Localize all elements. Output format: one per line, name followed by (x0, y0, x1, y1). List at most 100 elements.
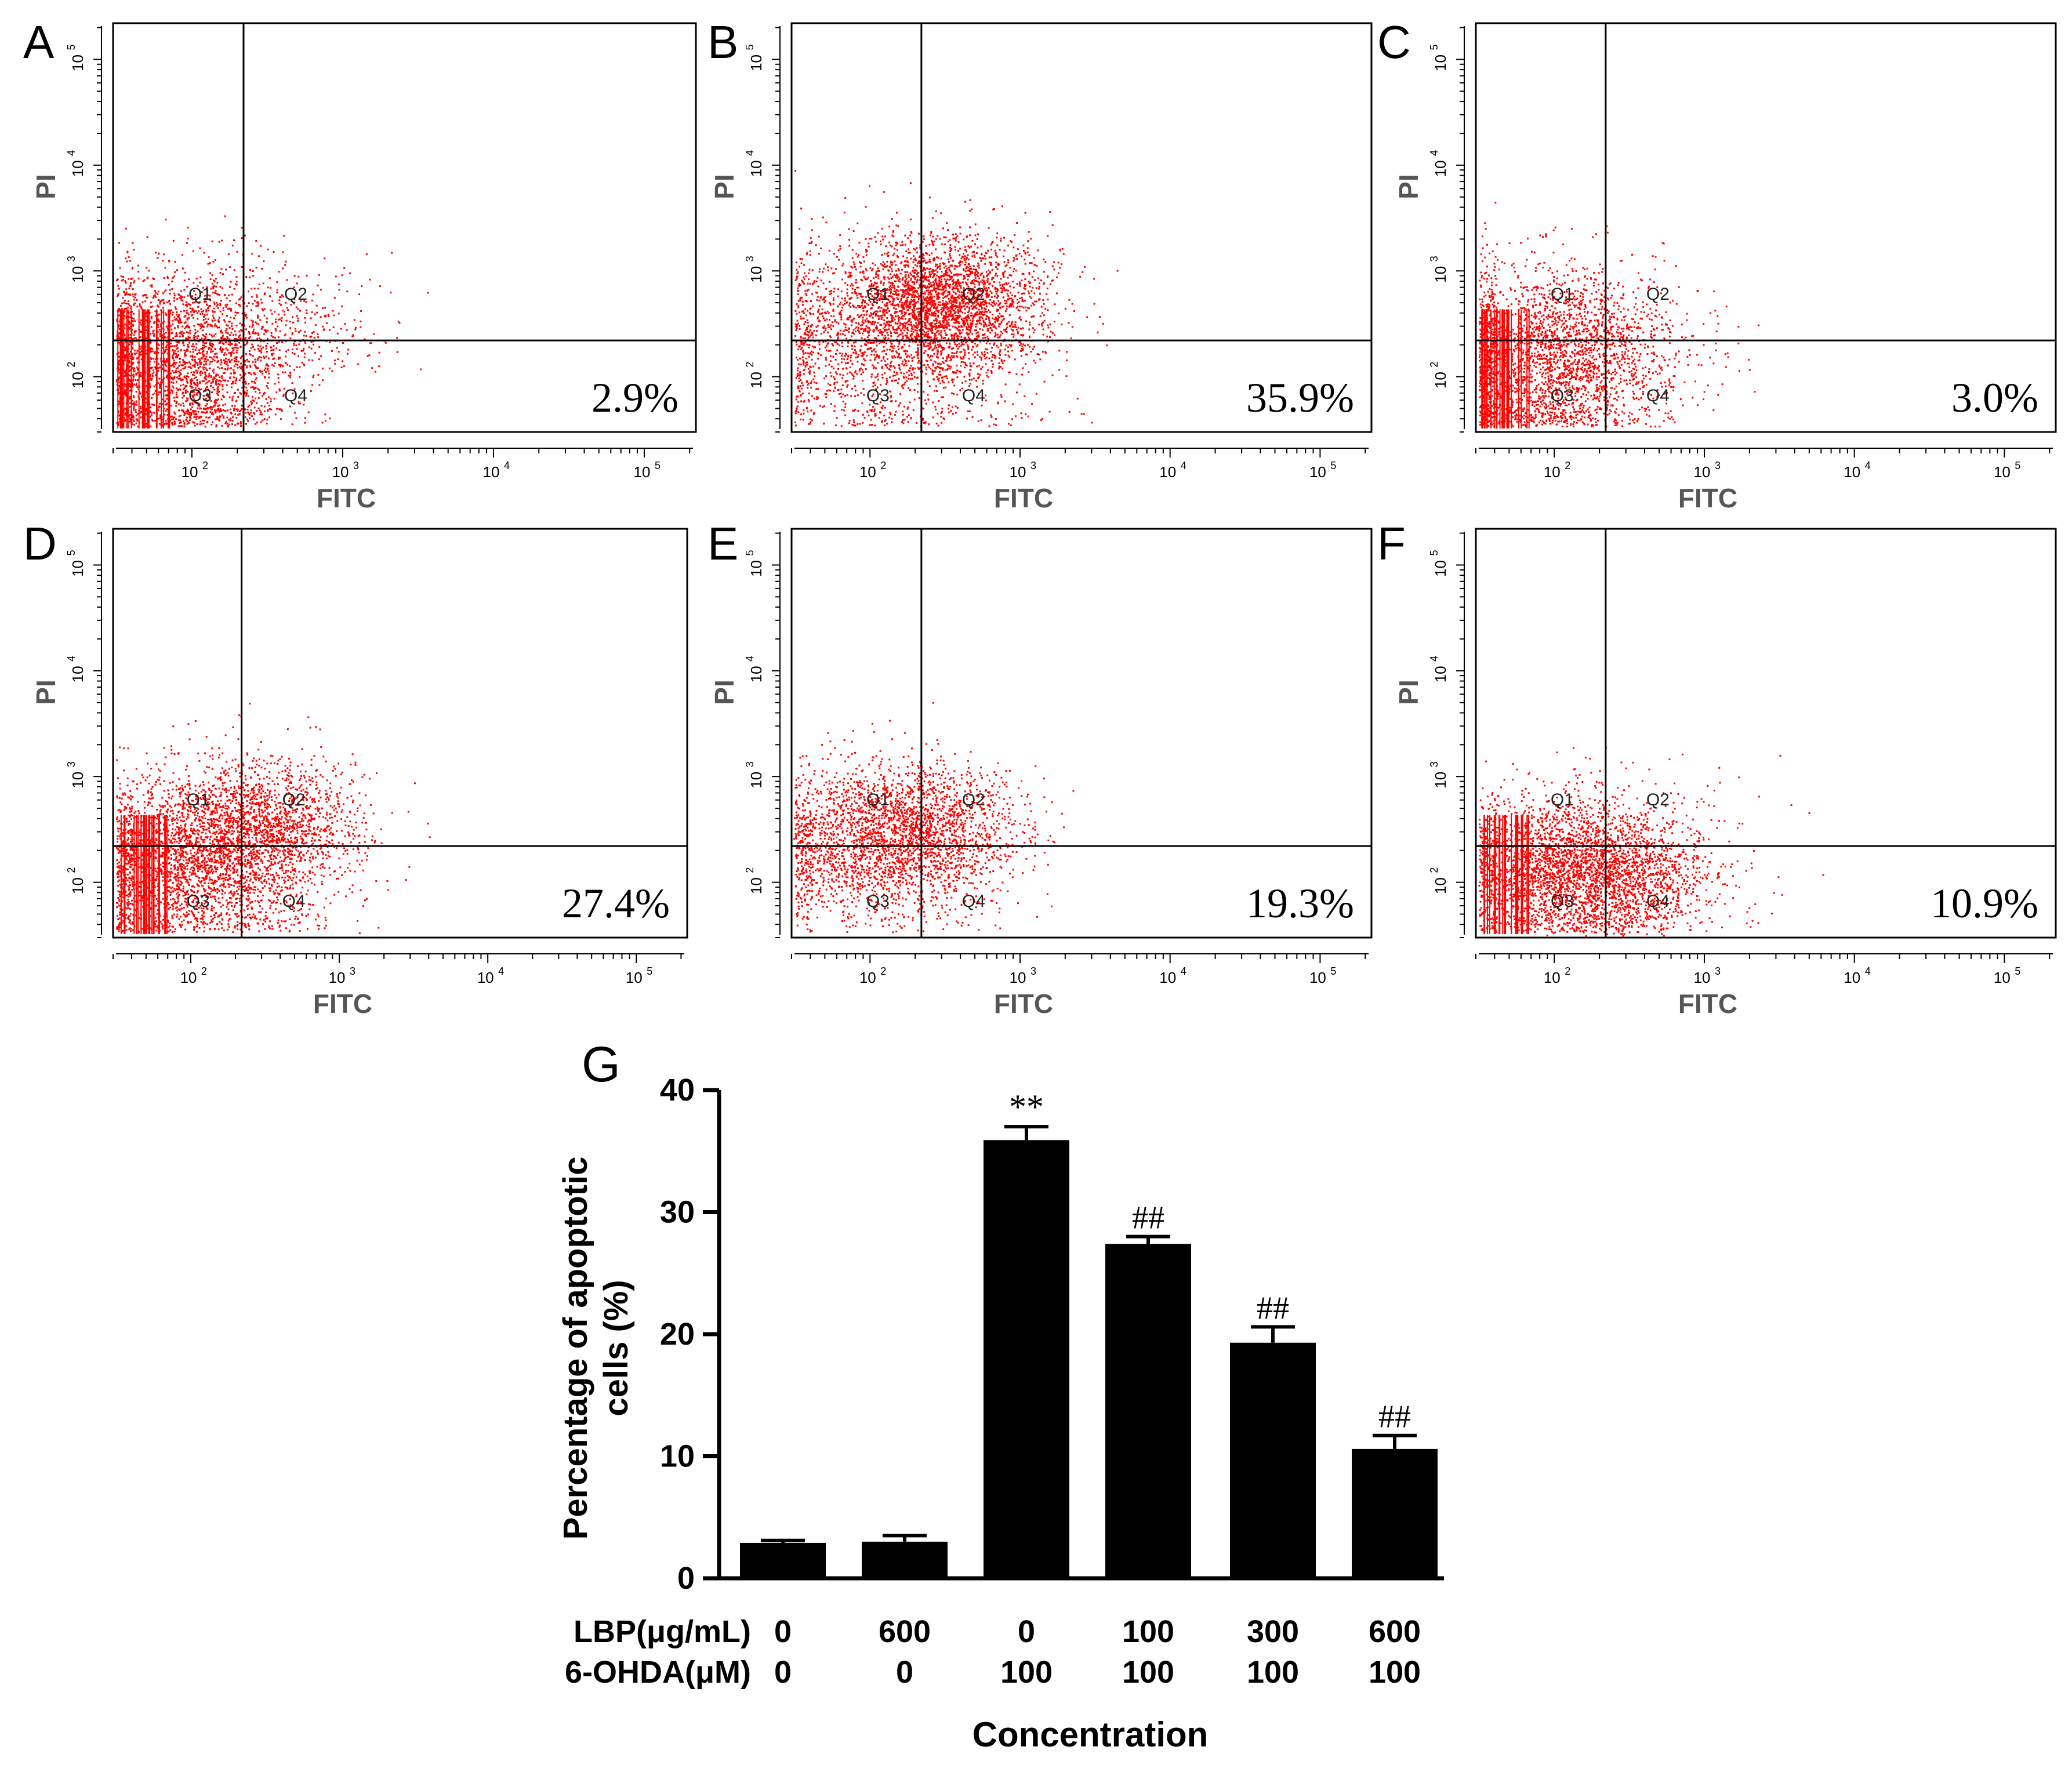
scatter-point (129, 385, 131, 387)
scatter-point (235, 351, 238, 354)
scatter-point (277, 336, 280, 338)
scatter-point (240, 374, 242, 376)
scatter-point (295, 306, 297, 308)
scatter-point (199, 276, 202, 278)
scatter-point (217, 366, 219, 368)
scatter-point (150, 326, 153, 328)
scatter-point (131, 343, 133, 345)
scatter-point (191, 295, 194, 297)
scatter-point (1006, 323, 1008, 325)
scatter-point (191, 307, 194, 310)
scatter-point (172, 385, 174, 387)
scatter-point (202, 310, 205, 312)
scatter-point (796, 319, 799, 322)
scatter-point (877, 335, 880, 337)
scatter-point (325, 314, 327, 317)
scatter-point (173, 362, 176, 364)
scatter-point (230, 354, 233, 357)
scatter-point (153, 329, 155, 332)
scatter-point (262, 346, 264, 348)
scatter-point (151, 377, 153, 380)
scatter-point (977, 420, 979, 422)
scatter-point (187, 343, 189, 346)
scatter-point (880, 384, 882, 386)
scatter-point (175, 340, 177, 343)
scatter-point (259, 391, 261, 394)
scatter-point (226, 324, 228, 326)
scatter-point (811, 332, 814, 335)
scatter-point (251, 253, 253, 255)
scatter-point (797, 322, 799, 325)
panel-label-b: B (707, 16, 738, 68)
scatter-point (212, 358, 215, 361)
scatter-point (794, 335, 797, 337)
scatter-point (213, 335, 215, 337)
scatter-point (346, 329, 348, 331)
scatter-point (221, 414, 223, 416)
scatter-point (250, 386, 252, 388)
scatter-point (890, 331, 891, 333)
scatter-point (862, 388, 865, 390)
scatter-point (895, 400, 897, 402)
scatter-point (878, 417, 880, 419)
scatter-point (245, 276, 248, 278)
scatter-point (172, 379, 175, 381)
scatter-point (931, 252, 933, 255)
scatter-point (830, 375, 833, 377)
scatter-point (971, 379, 973, 381)
scatter-point (135, 411, 137, 413)
scatter-point (202, 334, 204, 336)
scatter-point (246, 408, 249, 411)
scatter-point (191, 406, 193, 408)
scatter-point (862, 371, 865, 373)
scatter-point (132, 357, 135, 359)
scatter-point (256, 422, 258, 424)
scatter-point (234, 382, 237, 384)
scatter-point (186, 382, 188, 384)
scatter-point (872, 367, 874, 369)
scatter-point (370, 342, 372, 344)
scatter-point (118, 325, 119, 328)
scatter-point (917, 344, 919, 346)
scatter-point (154, 314, 157, 317)
scatter-point (133, 280, 136, 282)
scatter-point (197, 364, 199, 366)
scatter-point (196, 379, 198, 381)
scatter-point (327, 314, 329, 316)
scatter-point (151, 366, 153, 369)
scatter-point (963, 268, 965, 270)
scatter-point (808, 242, 811, 245)
scatter-point (244, 344, 246, 346)
scatter-point (296, 315, 298, 317)
scatter-point (137, 361, 139, 364)
scatter-point (154, 294, 156, 296)
scatter-point (278, 388, 281, 390)
scatter-point (314, 352, 316, 354)
scatter-point (837, 336, 839, 339)
scatter-point (145, 313, 147, 315)
scatter-point (154, 252, 157, 254)
scatter-point (262, 309, 264, 311)
scatter-point (180, 364, 182, 366)
scatter-point (252, 321, 253, 324)
scatter-point (996, 256, 999, 258)
scatter-point (230, 413, 233, 415)
scatter-point (207, 318, 209, 321)
scatter-point (796, 303, 798, 305)
scatter-point (190, 371, 193, 373)
scatter-point (202, 325, 205, 328)
scatter-point (169, 289, 171, 291)
scatter-point (990, 416, 993, 418)
scatter-point (939, 382, 941, 384)
scatter-point (306, 274, 308, 277)
scatter-point (117, 411, 119, 413)
scatter-point (230, 332, 233, 334)
scatter-point (252, 324, 254, 326)
scatter-point (217, 408, 219, 411)
scatter-point (180, 404, 182, 406)
scatter-point (267, 409, 269, 411)
scatter-point (158, 406, 160, 409)
scatter-point (139, 331, 141, 333)
scatter-point (825, 358, 827, 361)
scatter-point (226, 297, 228, 299)
